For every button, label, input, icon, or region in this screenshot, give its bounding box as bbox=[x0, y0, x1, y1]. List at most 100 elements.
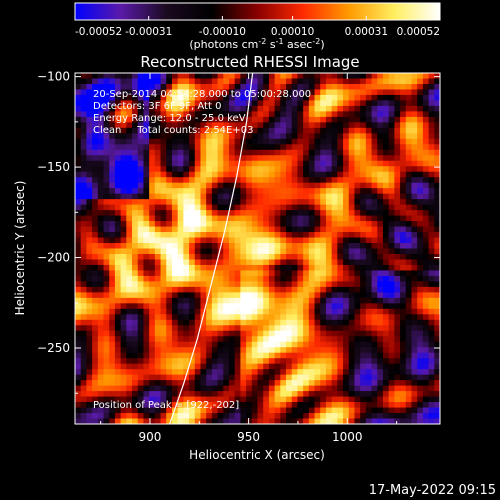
heatmap-cell bbox=[280, 292, 287, 299]
heatmap-cell bbox=[80, 243, 87, 249]
heatmap-cell bbox=[382, 303, 390, 310]
heatmap-cell bbox=[308, 319, 315, 326]
heatmap-cell bbox=[228, 259, 236, 266]
heatmap-cell bbox=[274, 89, 281, 96]
heatmap-cell bbox=[268, 303, 276, 310]
heatmap-cell bbox=[268, 336, 276, 343]
heatmap-cell bbox=[246, 226, 253, 233]
heatmap-cell bbox=[320, 221, 327, 227]
heatmap-cell bbox=[377, 413, 384, 419]
heatmap-cell bbox=[149, 264, 156, 271]
heatmap-cell bbox=[103, 402, 110, 408]
heatmap-cell bbox=[126, 352, 133, 359]
heatmap-cell bbox=[263, 155, 270, 162]
heatmap-cell bbox=[348, 210, 355, 216]
heatmap-cell bbox=[343, 232, 350, 238]
heatmap-cell bbox=[171, 413, 179, 419]
heatmap-cell bbox=[422, 308, 429, 315]
heatmap-cell bbox=[149, 314, 156, 321]
heatmap-cell bbox=[348, 275, 355, 282]
heatmap-cell bbox=[428, 358, 435, 365]
heatmap-cell bbox=[297, 78, 304, 85]
heatmap-cell bbox=[103, 166, 110, 173]
heatmap-cell bbox=[223, 226, 230, 233]
heatmap-cell bbox=[240, 215, 247, 222]
heatmap-cell bbox=[303, 336, 310, 343]
heatmap-cell bbox=[228, 330, 236, 337]
heatmap-cell bbox=[200, 303, 207, 310]
heatmap-cell bbox=[228, 248, 236, 255]
heatmap-cell bbox=[228, 380, 236, 387]
heatmap-cell bbox=[92, 341, 99, 348]
heatmap-cell bbox=[183, 166, 190, 173]
heatmap-cell bbox=[377, 369, 384, 376]
heatmap-cell bbox=[422, 396, 429, 403]
heatmap-cell bbox=[422, 138, 429, 145]
heatmap-cell bbox=[246, 127, 253, 134]
heatmap-cell bbox=[257, 248, 264, 255]
heatmap-cell bbox=[371, 193, 378, 200]
heatmap-cell bbox=[166, 111, 173, 118]
heatmap-cell bbox=[308, 297, 315, 304]
heatmap-cell bbox=[217, 221, 224, 227]
heatmap-cell bbox=[382, 73, 390, 79]
heatmap-cell bbox=[97, 122, 104, 129]
heatmap-cell bbox=[132, 248, 139, 255]
heatmap-cell bbox=[320, 166, 327, 173]
heatmap-cell bbox=[211, 369, 218, 376]
heatmap-cell bbox=[126, 308, 133, 315]
heatmap-cell bbox=[154, 369, 161, 376]
heatmap-cell bbox=[308, 94, 315, 101]
heatmap-cell bbox=[132, 314, 139, 321]
heatmap-cell bbox=[234, 270, 241, 277]
heatmap-cell bbox=[109, 248, 116, 255]
heatmap-cell bbox=[354, 78, 361, 85]
heatmap-cell bbox=[320, 275, 327, 282]
heatmap-cell bbox=[120, 100, 127, 107]
heatmap-cell bbox=[240, 314, 247, 321]
heatmap-cell bbox=[137, 418, 144, 424]
heatmap-cell bbox=[417, 407, 424, 414]
heatmap-cell bbox=[411, 336, 418, 343]
heatmap-cell bbox=[92, 182, 99, 189]
heatmap-cell bbox=[417, 122, 424, 129]
heatmap-cell bbox=[200, 275, 207, 282]
heatmap-cell bbox=[320, 396, 327, 403]
heatmap-cell bbox=[360, 248, 367, 255]
heatmap-cell bbox=[360, 380, 367, 387]
heatmap-cell bbox=[251, 292, 258, 299]
heatmap-cell bbox=[291, 253, 298, 260]
heatmap-cell bbox=[377, 352, 384, 359]
heatmap-cell bbox=[354, 281, 361, 288]
heatmap-cell bbox=[189, 413, 196, 419]
heatmap-cell bbox=[274, 133, 281, 140]
heatmap-cell bbox=[422, 352, 429, 359]
heatmap-cell bbox=[246, 210, 253, 216]
heatmap-cell bbox=[137, 391, 144, 397]
heatmap-cell bbox=[382, 182, 390, 189]
heatmap-cell bbox=[97, 308, 104, 315]
heatmap-cell bbox=[400, 369, 407, 376]
heatmap-cell bbox=[343, 259, 350, 266]
heatmap-cell bbox=[126, 407, 133, 414]
heatmap-cell bbox=[211, 133, 218, 140]
heatmap-cell bbox=[303, 199, 310, 206]
heatmap-cell bbox=[126, 210, 133, 216]
heatmap-cell bbox=[268, 402, 276, 408]
heatmap-cell bbox=[234, 259, 241, 266]
heatmap-cell bbox=[137, 237, 144, 244]
heatmap-cell bbox=[360, 275, 367, 282]
heatmap-cell bbox=[109, 275, 116, 282]
heatmap-cell bbox=[200, 133, 207, 140]
heatmap-cell bbox=[217, 281, 224, 288]
heatmap-cell bbox=[211, 94, 218, 101]
heatmap-cell bbox=[251, 105, 258, 112]
heatmap-cell bbox=[75, 116, 82, 123]
heatmap-cell bbox=[286, 319, 293, 326]
heatmap-cell bbox=[211, 413, 218, 419]
heatmap-cell bbox=[251, 253, 258, 260]
heatmap-cell bbox=[274, 116, 281, 123]
heatmap-cell bbox=[246, 303, 253, 310]
heatmap-cell bbox=[320, 391, 327, 397]
heatmap-cell bbox=[211, 270, 218, 277]
